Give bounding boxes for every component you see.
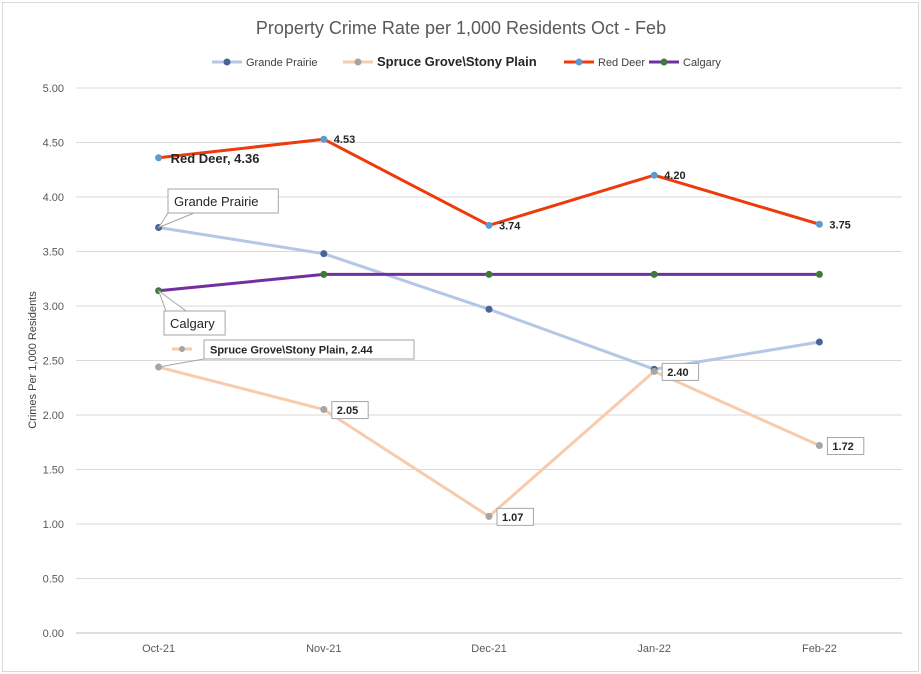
data-labels: 4.53 3.74 4.20 3.75 Red Deer, 4.36 2.05 1.07 2.… (157, 134, 865, 526)
data-point (650, 367, 658, 375)
series-callout: Grande Prairie (174, 194, 259, 209)
data-label-box (496, 507, 534, 526)
data-label: 4.53 (334, 134, 355, 146)
y-tick-label: 4.50 (43, 138, 64, 150)
callout-pointer (157, 289, 188, 312)
series-callout: Red Deer, 4.36 (171, 151, 260, 166)
data-point (815, 338, 823, 346)
x-tick-label: Oct-21 (142, 643, 175, 655)
data-label: 2.40 (667, 367, 688, 379)
legend-label: Calgary (683, 57, 721, 69)
gridlines (76, 87, 902, 634)
data-label-box (826, 437, 865, 456)
y-tick-label: 4.00 (43, 192, 64, 204)
data-label-box (661, 362, 700, 381)
callout-box (203, 339, 415, 360)
data-point (155, 154, 163, 162)
y-tick-label: 3.00 (43, 301, 64, 313)
data-label: 1.07 (502, 512, 523, 524)
legend-marker (354, 58, 362, 66)
data-point (815, 270, 823, 278)
y-tick-label: 0.00 (43, 628, 64, 640)
data-label: 4.20 (664, 170, 685, 182)
axis-ticks: 0.00 0.50 1.00 1.50 2.00 2.50 3.00 3.50 4.00 4.50… (43, 83, 837, 655)
x-tick-label: Feb-22 (802, 643, 837, 655)
callout-box (163, 310, 226, 336)
legend-marker (660, 58, 668, 66)
legend-label: Red Deer (598, 57, 645, 69)
legend-label: Grande Prairie (246, 57, 318, 69)
chart-title: Property Crime Rate per 1,000 Residents … (256, 18, 666, 38)
data-label: 1.72 (832, 441, 853, 453)
y-tick-label: 1.00 (43, 519, 64, 531)
series-callout: Spruce Grove\Stony Plain, 2.44 (210, 345, 373, 357)
x-tick-label: Nov-21 (306, 643, 341, 655)
data-label: 2.05 (337, 405, 358, 417)
x-tick-label: Jan-22 (637, 643, 671, 655)
callout-leader (158, 358, 205, 368)
data-point (650, 171, 658, 179)
series-lines (155, 135, 823, 520)
data-point (320, 270, 328, 278)
data-point (320, 135, 328, 143)
data-point (320, 250, 328, 258)
data-label: 3.75 (829, 219, 850, 231)
y-tick-label: 5.00 (43, 83, 64, 95)
y-tick-label: 2.50 (43, 356, 64, 368)
x-tick-label: Dec-21 (471, 643, 506, 655)
y-tick-label: 1.50 (43, 465, 64, 477)
callout-box (167, 188, 279, 214)
data-point (650, 270, 658, 278)
legend: Grande Prairie Spruce Grove\Stony Plain Re… (212, 54, 721, 69)
y-tick-label: 3.50 (43, 247, 64, 259)
callout-pointer (157, 212, 195, 229)
y-tick-label: 2.00 (43, 410, 64, 422)
data-point (485, 512, 493, 520)
callout-key-marker (179, 346, 185, 352)
legend-marker (575, 58, 583, 66)
data-label: 3.74 (499, 220, 521, 232)
data-point (815, 220, 823, 228)
data-point (485, 305, 493, 313)
y-axis-label: Crimes Per 1,000 Residents (27, 291, 39, 429)
series-line (158, 365, 821, 518)
data-label-box (331, 401, 369, 420)
series-callout: Calgary (170, 316, 215, 331)
legend-label: Spruce Grove\Stony Plain (377, 54, 537, 69)
data-point (320, 406, 328, 414)
data-point (485, 221, 493, 229)
data-point (485, 270, 493, 278)
legend-marker (223, 58, 231, 66)
data-point (815, 442, 823, 450)
y-tick-label: 0.50 (43, 574, 64, 586)
